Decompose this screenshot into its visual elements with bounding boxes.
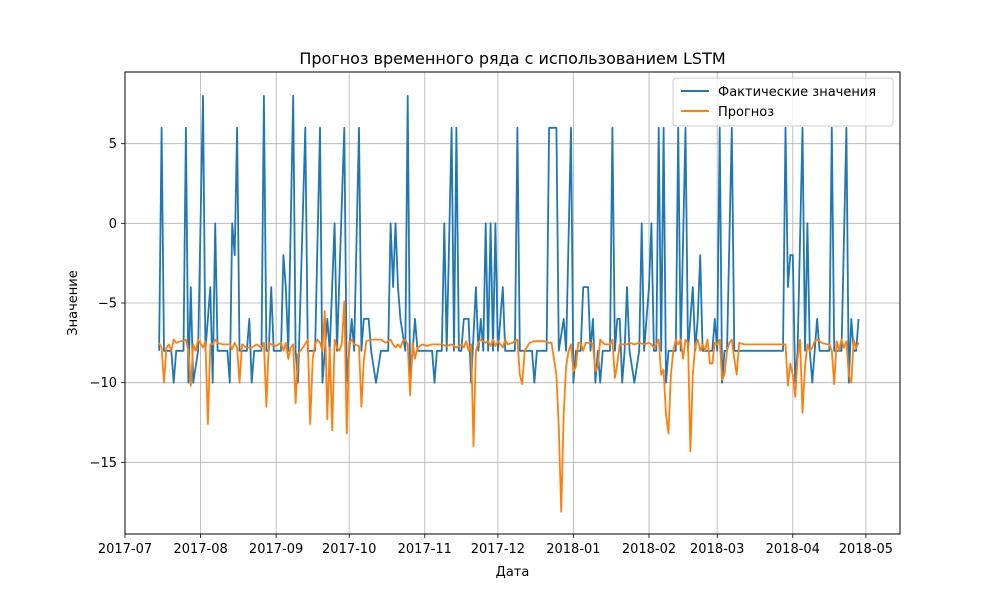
x-tick-label: 2017-11 bbox=[398, 542, 452, 557]
y-tick-label: −5 bbox=[98, 297, 117, 312]
x-tick-label: 2018-04 bbox=[766, 542, 820, 557]
series-line-actual bbox=[158, 95, 860, 384]
series-line-forecast bbox=[158, 300, 860, 513]
x-axis: 2017-07 2017-08 2017-09 2017-10 2017-11 2017-… bbox=[98, 534, 893, 557]
legend-label-actual: Фактические значения bbox=[718, 85, 876, 100]
x-tick-label: 2018-03 bbox=[690, 542, 744, 557]
legend-box bbox=[672, 77, 894, 127]
y-tick-label: 0 bbox=[109, 217, 117, 232]
legend: Фактические значения Прогноз bbox=[672, 77, 894, 127]
x-tick-label: 2018-01 bbox=[546, 542, 600, 557]
x-tick-label: 2017-12 bbox=[471, 542, 525, 557]
x-tick-label: 2017-08 bbox=[173, 542, 227, 557]
x-axis-label: Дата bbox=[496, 565, 530, 580]
x-tick-label: 2017-07 bbox=[98, 542, 152, 557]
chart-title: Прогноз временного ряда с использованием… bbox=[299, 49, 725, 68]
y-axis-label: Значение bbox=[66, 270, 81, 335]
x-tick-label: 2017-09 bbox=[249, 542, 303, 557]
y-tick-label: −10 bbox=[90, 376, 117, 391]
y-axis: 5 0 −5 −10 −15 bbox=[90, 137, 125, 471]
y-tick-label: 5 bbox=[109, 137, 117, 152]
y-tick-label: −15 bbox=[90, 456, 117, 471]
legend-label-forecast: Прогноз bbox=[718, 105, 774, 120]
x-tick-label: 2018-02 bbox=[622, 542, 676, 557]
series-layer bbox=[158, 95, 860, 513]
x-tick-label: 2018-05 bbox=[839, 542, 893, 557]
x-tick-label: 2017-10 bbox=[322, 542, 376, 557]
